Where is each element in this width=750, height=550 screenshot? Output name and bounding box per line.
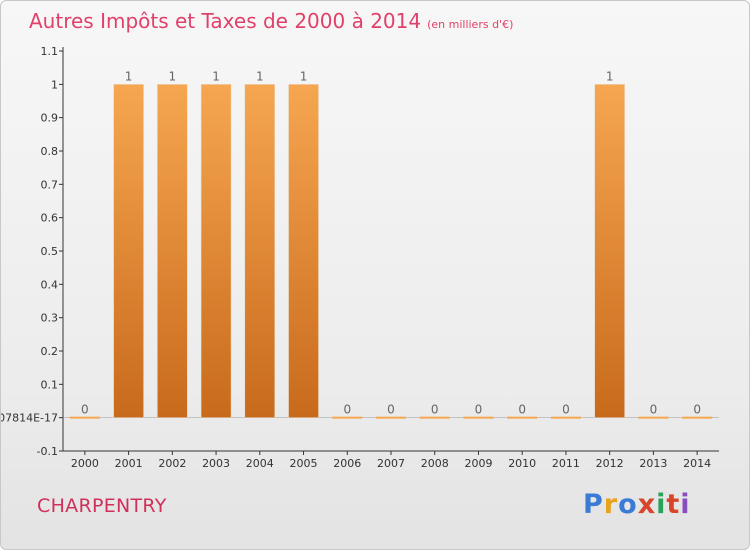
y-tick-label: 1.1: [41, 45, 59, 58]
brand-letter: P: [583, 489, 604, 520]
bar: [244, 84, 276, 418]
bar: [550, 416, 581, 419]
brand-letter: r: [603, 489, 619, 520]
brand-letter: i: [656, 489, 667, 520]
y-tick-label: 0.8: [41, 145, 59, 158]
location-name: CHARPENTRY: [37, 495, 167, 517]
x-tick-label: 2005: [290, 457, 318, 470]
x-tick-label: 2011: [552, 457, 580, 470]
brand-logo[interactable]: Proxiti: [583, 489, 691, 520]
bar: [69, 416, 100, 419]
brand-letter: t: [666, 489, 681, 520]
data-label: 0: [518, 403, 526, 417]
x-tick-label: 2006: [333, 457, 361, 470]
y-tick-label: 0.7: [41, 178, 59, 191]
x-tick-label: 2004: [246, 457, 274, 470]
x-tick-label: 2014: [683, 457, 711, 470]
bar: [507, 416, 538, 419]
brand-letter: x: [637, 489, 657, 520]
data-label: 0: [693, 403, 701, 417]
bar: [463, 416, 494, 419]
data-label: 0: [562, 403, 570, 417]
data-label: 0: [387, 403, 395, 417]
x-tick-label: 2008: [421, 457, 449, 470]
y-tick-label: 0.6: [41, 212, 59, 225]
bar: [288, 84, 319, 418]
y-tick-label: 1.3877787807814E-17: [1, 412, 58, 425]
x-tick-label: 2009: [464, 457, 492, 470]
x-tick-label: 2012: [596, 457, 624, 470]
y-tick-label: 0.2: [41, 345, 59, 358]
y-tick-label: 1: [51, 78, 58, 91]
bar: [594, 84, 625, 418]
data-label: 0: [343, 403, 351, 417]
chart-title-text: Autres Impôts et Taxes de 2000 à 2014: [29, 9, 422, 33]
data-label: 0: [431, 403, 439, 417]
data-label: 0: [650, 403, 658, 417]
x-tick-label: 2013: [639, 457, 667, 470]
bar: [157, 84, 188, 418]
y-tick-label: 0.9: [41, 112, 59, 125]
y-tick-label: 0.3: [41, 312, 59, 325]
data-label: 1: [212, 69, 220, 83]
bar: [638, 416, 669, 419]
y-tick-label: -0.1: [37, 445, 58, 458]
data-label: 0: [475, 403, 483, 417]
x-tick-label: 2003: [202, 457, 230, 470]
x-tick-label: 2001: [115, 457, 143, 470]
data-label: 1: [300, 69, 308, 83]
data-label: 1: [606, 69, 614, 83]
bar: [682, 416, 713, 419]
data-label: 0: [81, 403, 89, 417]
data-label: 1: [169, 69, 177, 83]
bar: [113, 84, 144, 418]
chart-unit: (en milliers d'€): [427, 18, 514, 31]
bar: [332, 416, 363, 419]
bar: [419, 416, 450, 419]
data-label: 1: [256, 69, 264, 83]
bar: [376, 416, 406, 419]
chart-title: Autres Impôts et Taxes de 2000 à 2014 (en…: [29, 9, 513, 33]
x-tick-label: 2000: [71, 457, 99, 470]
brand-letter: i: [680, 489, 691, 520]
brand-letter: o: [618, 489, 638, 520]
x-tick-label: 2002: [158, 457, 186, 470]
x-tick-label: 2007: [377, 457, 405, 470]
y-tick-label: 0.5: [41, 245, 59, 258]
y-tick-label: 0.1: [41, 378, 59, 391]
data-label: 1: [125, 69, 133, 83]
y-tick-label: 0.4: [41, 278, 59, 291]
bar: [200, 84, 232, 418]
x-tick-label: 2010: [508, 457, 536, 470]
